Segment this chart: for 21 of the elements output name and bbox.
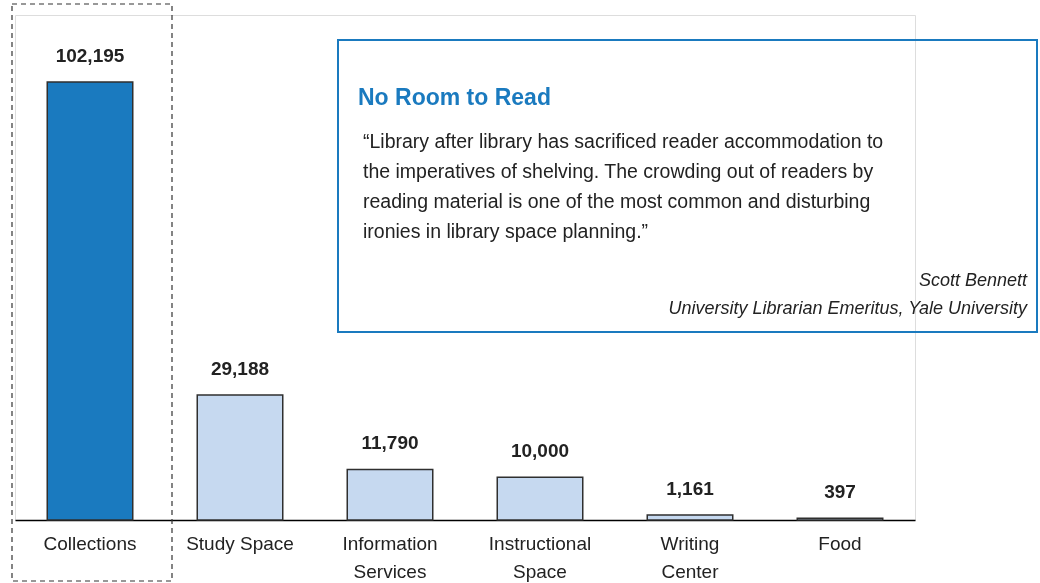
annotation: No Room to Read bbox=[358, 84, 551, 110]
data-label: 102,195 bbox=[55, 45, 125, 66]
x-tick-label: Instructional Space bbox=[488, 532, 592, 582]
data-label: 1,161 bbox=[666, 478, 715, 500]
annotation: University Librarian Emeritus, Yale University bbox=[668, 298, 1028, 318]
x-tick-label: Information Services bbox=[342, 532, 438, 582]
data-label: 10,000 bbox=[510, 440, 570, 462]
bar bbox=[196, 394, 284, 521]
bar bbox=[46, 81, 134, 521]
x-tick-label: Study Space bbox=[186, 532, 294, 554]
x-tick-label: Food bbox=[818, 532, 862, 554]
x-tick-label: Collections bbox=[43, 532, 137, 554]
x-tick-label: Writing Center bbox=[660, 532, 720, 582]
data-label: 397 bbox=[824, 481, 856, 503]
annotation: “Library after library has sacrificed reader accommodation to the imperatives of shelving. The crowding out of readers by reading material is one of the most common and disturbing ironies in library space planning.” bbox=[363, 130, 884, 242]
bar bbox=[346, 468, 434, 521]
data-label: 29,188 bbox=[210, 357, 270, 379]
text: Scott Bennett bbox=[918, 270, 1028, 290]
bar bbox=[646, 514, 734, 521]
bar bbox=[496, 476, 584, 521]
data-label: 11,790 bbox=[361, 432, 419, 454]
